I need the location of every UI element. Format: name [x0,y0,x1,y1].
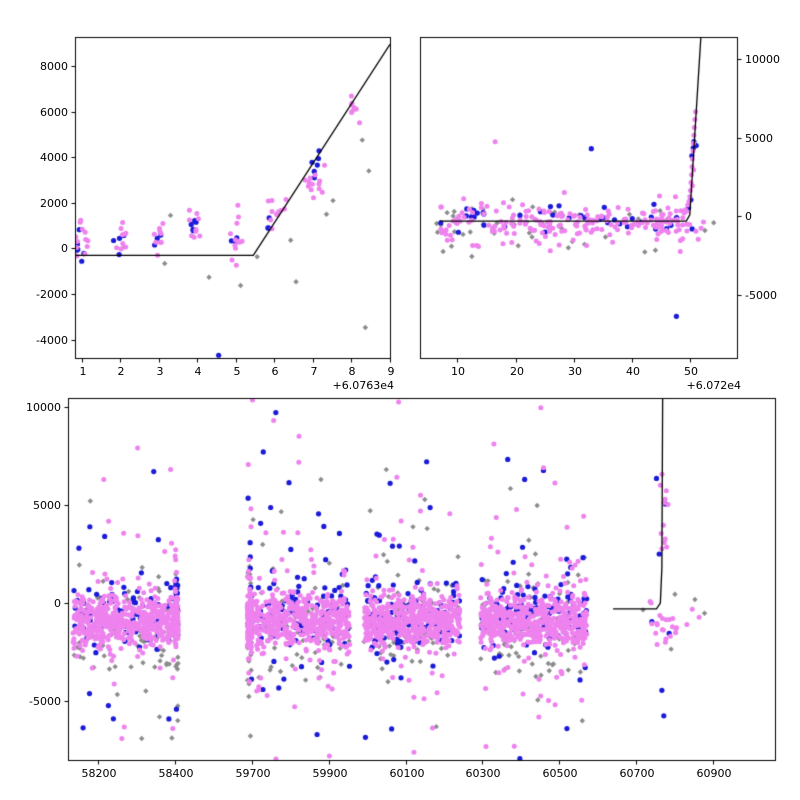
bottom-x-tick-label: 60300 [465,767,501,780]
top-right-x-tick-label: 40 [626,365,640,378]
top-left-x-tick-label: 9 [387,365,395,378]
top-left-x-tick-label: 7 [310,365,318,378]
top-right-x-offset-label: +6.072e4 [686,379,741,392]
top-left-x-tick-label: 5 [233,365,241,378]
top-right-x-tick-label: 30 [568,365,582,378]
top-left-y-tick-label: 0 [61,242,68,255]
top-left-x-tick-label: 1 [79,365,87,378]
bottom-x-tick-label: 60100 [389,767,425,780]
top-right-y-tick-label: 0 [745,210,752,223]
top-left-y-tick-label: -2000 [36,288,68,301]
bottom-y-tick-label: -5000 [29,695,61,708]
top-right-x-tick-label: 20 [510,365,524,378]
top-left-x-tick-label: 8 [348,365,356,378]
top-left-y-tick-label: 2000 [40,197,68,210]
top-right-x-tick-label: 50 [684,365,698,378]
bottom-y-tick-label: 10000 [26,401,61,414]
top-right-y-tick-label: 10000 [745,53,780,66]
bottom-y-tick-label: 0 [54,597,61,610]
top-left-y-tick-label: -4000 [36,334,68,347]
top-left-x-tick-label: 6 [271,365,279,378]
bottom-x-tick-label: 58400 [158,767,194,780]
top-right-y-tick-label: -5000 [745,289,777,302]
top-left-y-tick-label: 8000 [40,60,68,73]
bottom-y-tick-label: 5000 [33,499,61,512]
bottom-x-tick-label: 59900 [312,767,348,780]
bottom-x-tick-label: 60500 [542,767,578,780]
top-left-x-tick-label: 3 [156,365,164,378]
top-left-y-tick-label: 6000 [40,106,68,119]
top-right-y-tick-label: 5000 [745,132,773,145]
top-left-x-tick-label: 2 [117,365,125,378]
bottom-x-tick-label: 60700 [619,767,655,780]
top-left-x-tick-label: 4 [194,365,202,378]
top-left-x-offset-label: +6.0763e4 [332,379,394,392]
bottom-x-tick-label: 58200 [81,767,117,780]
bottom-x-tick-label: 59700 [235,767,271,780]
top-right-x-tick-label: 10 [451,365,465,378]
top-left-y-tick-label: 4000 [40,151,68,164]
bottom-x-tick-label: 60900 [696,767,732,780]
